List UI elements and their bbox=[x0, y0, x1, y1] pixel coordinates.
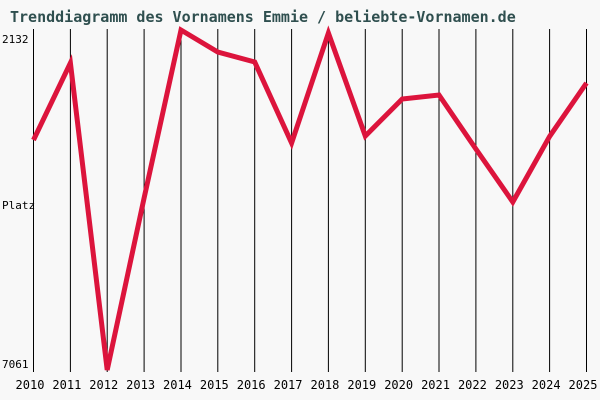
y-axis-min-label: 7061 bbox=[2, 358, 29, 371]
x-axis-year-label: 2018 bbox=[310, 378, 340, 392]
trend-line bbox=[31, 25, 589, 371]
x-axis-year-label: 2019 bbox=[347, 378, 377, 392]
x-axis-year-label: 2022 bbox=[457, 378, 487, 392]
y-axis-title: Platz bbox=[2, 199, 36, 212]
x-axis-year-label: 2017 bbox=[273, 378, 303, 392]
x-axis-year-label: 2014 bbox=[163, 378, 192, 392]
x-axis-year-label: 2010 bbox=[15, 378, 45, 392]
x-axis-year-label: 2020 bbox=[384, 378, 414, 392]
x-axis-year-label: 2013 bbox=[126, 378, 156, 392]
x-axis-year-label: 2016 bbox=[236, 378, 266, 392]
chart-title: Trenddiagramm des Vornamens Emmie / beli… bbox=[10, 8, 516, 26]
x-axis-year-label: 2012 bbox=[89, 378, 119, 392]
x-axis-year-label: 2023 bbox=[494, 378, 524, 392]
x-axis-year-label: 2011 bbox=[52, 378, 82, 392]
x-axis-year-label: 2015 bbox=[199, 378, 229, 392]
x-axis-labels: 2010 2011 2012 2013 2014 2015 2016 2017 2018 2019… bbox=[0, 378, 600, 394]
x-axis-year-label: 2024 bbox=[531, 378, 561, 392]
x-axis-year-label: 2021 bbox=[421, 378, 450, 392]
y-axis-max-label: 2132 bbox=[2, 33, 29, 46]
x-axis-year-label: 2025 bbox=[568, 378, 598, 392]
